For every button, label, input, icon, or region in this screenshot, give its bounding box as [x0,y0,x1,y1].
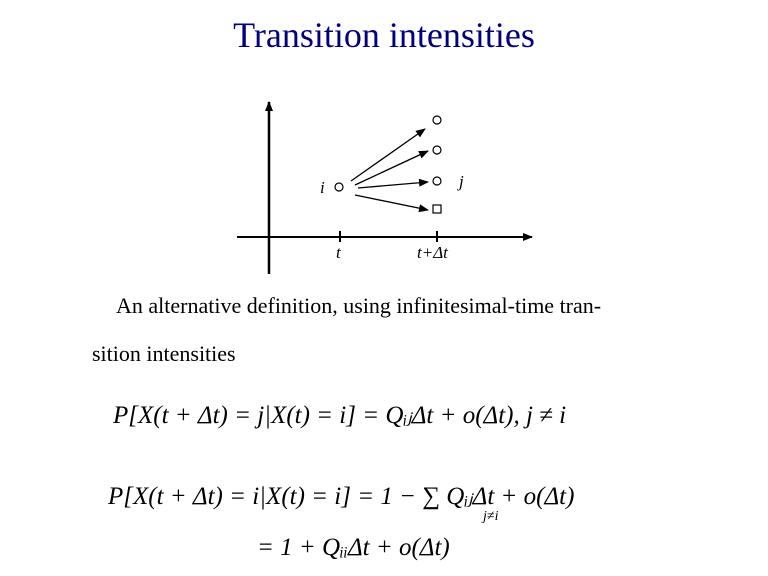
slide-title: Transition intensities [233,15,535,55]
state-i [334,182,344,192]
tick-label-t-dt: t+Δt [417,243,449,262]
state-target-2 [432,145,442,155]
state-target-1 [432,115,442,125]
equation-1: P[X(t + Δt) = j|X(t) = i] = QᵢⱼΔt + o(Δt… [113,402,567,429]
state-i-label: i [320,178,325,197]
tick-label-t: t [336,243,342,262]
arrow-1 [350,128,426,182]
equation-2: P[X(t + Δt) = i|X(t) = i] = 1 − ∑ QᵢⱼΔt … [108,483,575,510]
paragraph-line-2: sition intensities [92,341,236,366]
arrow-2 [354,150,429,186]
paragraph-line-1: An alternative definition, using infinit… [116,293,602,318]
state-target-4 [432,204,442,214]
state-j-label: j [457,172,464,191]
arrow-4 [354,194,429,213]
equation-3: = 1 + QᵢᵢΔt + o(Δt) [257,534,450,561]
state-target-3 [432,176,442,186]
sum-index: j≠i [483,509,499,524]
arrow-3 [357,178,429,189]
